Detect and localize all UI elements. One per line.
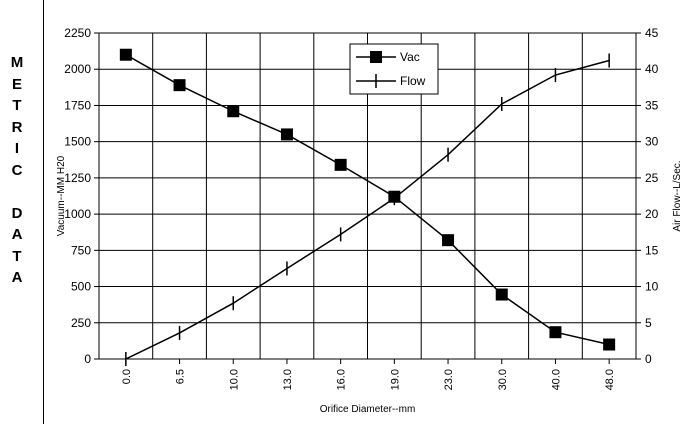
y2-tick-label: 35 — [645, 98, 659, 112]
x-tick-label: 0.0 — [121, 369, 133, 384]
x-tick-label: 30.0 — [497, 369, 509, 390]
y-tick-label: 750 — [71, 243, 91, 257]
x-axis-title: Orifice Diameter--mm — [320, 404, 416, 415]
vac-point — [227, 105, 240, 118]
legend-marker-square — [370, 51, 382, 63]
x-tick-label: 10.0 — [228, 369, 240, 390]
side-letter: R — [11, 118, 23, 136]
y2-tick-label: 15 — [645, 243, 659, 257]
y-axis-title: Vacuum--MM H20 — [56, 155, 67, 236]
y2-tick-label: 30 — [645, 135, 659, 149]
plot-area — [98, 32, 637, 360]
y2-tick-label: 10 — [645, 280, 659, 294]
x-tick-label: 40.0 — [550, 369, 562, 390]
x-tick-label: 23.0 — [443, 369, 455, 390]
side-letter: A — [11, 269, 23, 286]
vac-point — [119, 48, 132, 61]
vac-point — [334, 158, 347, 171]
side-letter: I — [14, 140, 20, 157]
legend-label: Flow — [400, 74, 426, 88]
side-letter: A — [11, 226, 23, 243]
x-tick-label: 48.0 — [604, 369, 616, 390]
vac-point — [495, 288, 508, 301]
y2-tick-label: 25 — [645, 171, 659, 185]
x-tick-label: 19.0 — [389, 369, 401, 390]
y-tick-label: 1500 — [64, 135, 91, 149]
side-letter: T — [12, 247, 22, 265]
y-tick-label: 2250 — [64, 26, 91, 40]
side-letter: M — [10, 54, 24, 71]
vac-point — [603, 338, 616, 351]
y2-axis-title: Air Flow--L/Sec. — [672, 160, 683, 231]
y2-tick-label: 0 — [645, 352, 652, 366]
vac-point — [173, 79, 186, 92]
y2-tick-label: 20 — [645, 207, 659, 221]
y-tick-label: 1750 — [64, 98, 91, 112]
chart-frame: 0 250 500 750 1000 1250 1500 1750 2000 2250 0 5 10 15… — [43, 0, 687, 424]
y-tick-label: 500 — [71, 280, 91, 294]
legend-box — [349, 43, 439, 95]
series-line-vac — [125, 54, 610, 346]
y-tick-label: 2000 — [64, 62, 91, 76]
side-letter: T — [12, 97, 22, 114]
side-letter: D — [11, 204, 23, 222]
vac-point — [442, 234, 455, 247]
x-tick-label: 6.5 — [175, 369, 187, 384]
x-tick-label: 13.0 — [282, 369, 294, 390]
y-tick-label: 1250 — [64, 171, 91, 185]
y-tick-label: 250 — [71, 316, 91, 330]
y-tick-label: 0 — [84, 352, 91, 366]
vac-point — [549, 326, 562, 339]
y-tick-label: 1000 — [64, 207, 91, 221]
vac-point — [280, 128, 293, 141]
side-letter: E — [11, 75, 22, 93]
side-letter: C — [11, 161, 23, 179]
y2-tick-label: 40 — [645, 62, 659, 76]
chart: 0 250 500 750 1000 1250 1500 1750 2000 2250 0 5 10 15… — [56, 26, 683, 415]
x-tick-label: 16.0 — [336, 369, 348, 390]
y2-tick-label: 5 — [645, 316, 652, 330]
series-line-flow — [125, 59, 610, 360]
y2-tick-label: 45 — [645, 26, 659, 40]
legend-label: Vac — [400, 50, 420, 64]
